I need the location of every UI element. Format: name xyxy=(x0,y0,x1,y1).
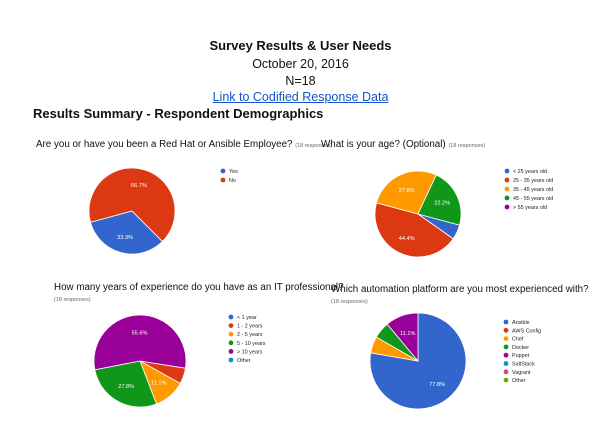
legend-marker-age-2 xyxy=(504,186,510,192)
legend-marker-platform-0 xyxy=(503,319,509,325)
legend-marker-age-3 xyxy=(504,195,510,201)
legend-label-age-0: < 25 years old xyxy=(513,169,547,175)
pie-slice-employee-0 xyxy=(89,210,163,255)
pie-data-label-platform-4: 11.1% xyxy=(400,331,415,337)
legend-marker-experience-0 xyxy=(228,314,234,320)
legend-label-platform-4: Puppet xyxy=(512,353,530,359)
legend-label-employee-0: Yes xyxy=(229,169,238,175)
legend-label-age-4: > 55 years old xyxy=(513,205,547,211)
question-experience-responses: (18 responses) xyxy=(54,297,91,303)
legend-marker-platform-4 xyxy=(503,352,509,358)
respondent-count: N=18 xyxy=(285,74,316,88)
legend-label-experience-5: Other xyxy=(237,358,251,364)
pie-slice-experience-4 xyxy=(93,314,187,371)
legend-marker-age-0 xyxy=(504,168,510,174)
legend-marker-experience-1 xyxy=(228,323,234,328)
pie-data-label-experience-3: 27.8% xyxy=(118,384,134,390)
legend-marker-platform-6 xyxy=(503,369,509,375)
question-platform-responses: (18 responses) xyxy=(331,299,368,305)
legend-label-age-1: 25 - 35 years old xyxy=(513,178,553,184)
question-employee: Are you or have you been a Red Hat or An… xyxy=(36,139,332,150)
codified-data-link[interactable]: Link to Codified Response Data xyxy=(0,90,601,104)
question-platform: Which automation platform are you most e… xyxy=(331,284,589,306)
pie-data-label-age-2: 27.8% xyxy=(399,188,415,194)
document-title: Survey Results & User Needs xyxy=(209,38,392,53)
document-date: October 20, 2016 xyxy=(252,57,349,71)
legend-marker-experience-4 xyxy=(228,349,234,354)
legend-label-age-2: 35 - 45 years old xyxy=(513,187,553,193)
question-age-text: What is your age? (Optional) xyxy=(321,139,446,150)
legend-label-platform-0: Ansible xyxy=(512,320,530,326)
legend-label-platform-1: AWS Config xyxy=(512,328,541,334)
legend-marker-platform-2 xyxy=(503,336,509,341)
pie-slice-age-3 xyxy=(417,174,462,226)
codified-data-link-text[interactable]: Link to Codified Response Data xyxy=(212,90,389,104)
legend-marker-platform-5 xyxy=(503,361,509,366)
legend-label-platform-7: Other xyxy=(512,378,526,384)
legend-marker-experience-2 xyxy=(228,331,234,337)
question-employee-responses: (18 responses) xyxy=(295,143,332,149)
question-employee-text: Are you or have you been a Red Hat or An… xyxy=(36,139,293,150)
pie-slice-age-2 xyxy=(375,170,437,215)
legend-label-experience-2: 2 - 5 years xyxy=(237,332,263,338)
legend-label-experience-3: 5 - 10 years xyxy=(237,341,266,347)
question-age: What is your age? (Optional) (18 respons… xyxy=(321,139,485,150)
legend-label-platform-6: Vagrant xyxy=(512,370,531,376)
legend-label-platform-2: Chef xyxy=(512,337,524,343)
legend-label-experience-4: > 10 years xyxy=(237,349,263,355)
pie-data-label-experience-4: 55.6% xyxy=(132,331,148,337)
question-experience-text: How many years of experience do you have… xyxy=(54,282,344,293)
pie-data-label-age-3: 22.2% xyxy=(434,201,450,207)
legend-marker-age-1 xyxy=(504,177,510,183)
legend-marker-experience-3 xyxy=(228,340,234,346)
question-platform-text: Which automation platform are you most e… xyxy=(331,284,589,295)
section-heading: Results Summary - Respondent Demographic… xyxy=(33,106,324,121)
legend-marker-platform-7 xyxy=(503,377,509,383)
legend-marker-age-4 xyxy=(504,204,510,210)
pie-slice-platform-4 xyxy=(386,312,419,363)
legend-label-experience-0: < 1 year xyxy=(237,315,257,321)
question-experience: How many years of experience do you have… xyxy=(54,282,344,304)
pie-data-label-age-1: 44.4% xyxy=(399,236,415,242)
pie-data-label-employee-0: 33.3% xyxy=(117,235,133,241)
legend-marker-employee-1 xyxy=(220,177,226,183)
legend-label-age-3: 45 - 55 years old xyxy=(513,196,553,202)
pie-slice-employee-1 xyxy=(88,167,176,242)
legend-label-platform-3: Docker xyxy=(512,345,529,351)
legend-marker-platform-3 xyxy=(503,344,509,350)
legend-marker-experience-5 xyxy=(228,357,234,363)
question-age-responses: (18 responses) xyxy=(448,143,486,149)
legend-marker-employee-0 xyxy=(220,168,226,174)
pie-data-label-employee-1: 66.7% xyxy=(131,183,147,189)
legend-label-experience-1: 1 - 2 years xyxy=(237,324,263,330)
pie-slice-experience-3 xyxy=(94,360,157,408)
pie-data-label-experience-2: 11.1% xyxy=(151,381,166,387)
legend-label-employee-1: No xyxy=(229,178,236,184)
legend-label-platform-5: SaltStack xyxy=(512,362,535,368)
pie-data-label-platform-0: 77.8% xyxy=(429,382,445,388)
legend-marker-platform-1 xyxy=(503,327,509,333)
pie-slice-age-1 xyxy=(374,202,454,258)
